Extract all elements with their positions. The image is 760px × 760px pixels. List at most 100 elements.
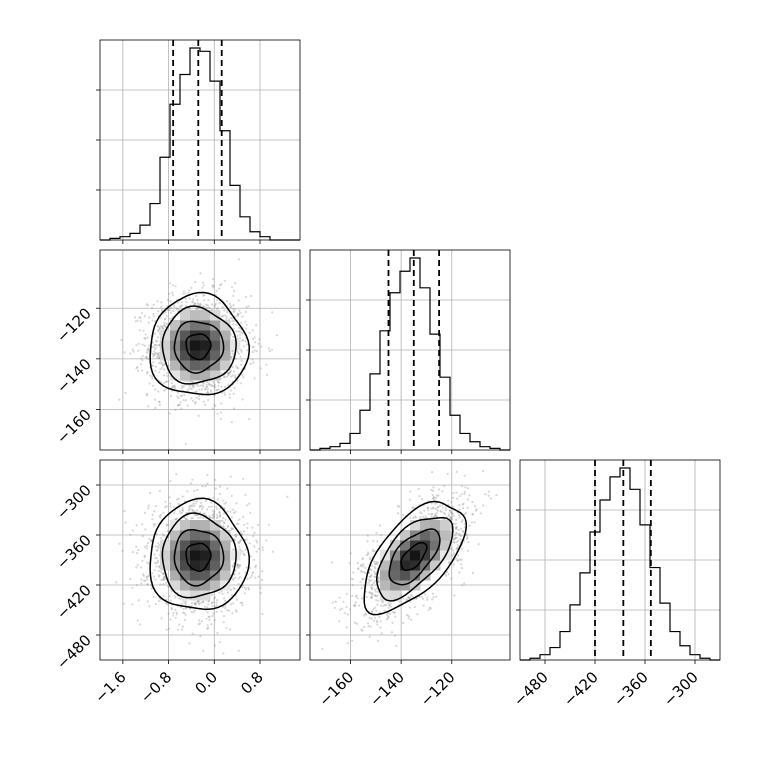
scatter-point xyxy=(174,616,177,619)
scatter-point xyxy=(463,512,466,516)
scatter-point xyxy=(376,561,379,564)
density-cell xyxy=(220,560,231,571)
scatter-point xyxy=(406,614,409,617)
scatter-point xyxy=(143,337,146,340)
scatter-point xyxy=(162,572,165,576)
scatter-point xyxy=(194,390,197,393)
scatter-point xyxy=(233,407,236,410)
scatter-point xyxy=(381,601,385,604)
scatter-point xyxy=(257,547,260,550)
scatter-point xyxy=(455,526,458,529)
scatter-point xyxy=(232,511,235,514)
scatter-point xyxy=(194,502,197,505)
scatter-point xyxy=(165,322,168,325)
scatter-point xyxy=(207,505,211,508)
scatter-point xyxy=(457,513,461,517)
scatter-point xyxy=(188,289,191,292)
density-cell xyxy=(170,370,181,381)
scatter-point xyxy=(372,548,375,551)
scatter-point xyxy=(203,605,206,608)
scatter-point xyxy=(135,344,138,347)
scatter-point xyxy=(409,490,412,493)
density-cell xyxy=(430,560,441,571)
scatter-point xyxy=(432,515,436,518)
scatter-point xyxy=(185,300,188,303)
scatter-point xyxy=(275,334,279,337)
scatter-point xyxy=(467,540,470,544)
scatter-point xyxy=(213,303,217,306)
scatter-point xyxy=(224,501,228,504)
scatter-point xyxy=(231,577,234,580)
scatter-point xyxy=(451,512,454,515)
scatter-point xyxy=(397,512,400,515)
scatter-point xyxy=(136,369,140,372)
scatter-point xyxy=(386,613,389,616)
scatter-point xyxy=(157,329,160,332)
scatter-point xyxy=(377,580,380,583)
scatter-point xyxy=(223,309,226,312)
density-cell xyxy=(180,590,191,601)
scatter-point xyxy=(167,585,170,589)
scatter-point xyxy=(239,321,242,324)
scatter-point xyxy=(199,303,202,306)
scatter-point xyxy=(184,619,187,622)
density-cell xyxy=(200,370,211,381)
density-cell xyxy=(160,540,171,551)
scatter-point xyxy=(434,502,437,506)
density-cell xyxy=(160,330,171,341)
scatter-point xyxy=(230,588,233,592)
scatter-point xyxy=(239,530,242,534)
scatter-point xyxy=(402,621,405,625)
scatter-point xyxy=(432,497,435,500)
scatter-point xyxy=(409,594,413,597)
scatter-point xyxy=(224,599,227,603)
scatter-point xyxy=(463,582,466,585)
scatter-point xyxy=(452,549,455,552)
scatter-point xyxy=(193,504,196,507)
scatter-point xyxy=(435,511,438,515)
scatter-point xyxy=(146,583,150,586)
scatter-point xyxy=(371,592,374,595)
y-tick-label: −300 xyxy=(53,481,95,523)
scatter-point xyxy=(432,489,435,492)
density-cell xyxy=(230,340,241,351)
scatter-point xyxy=(456,539,460,543)
scatter-point xyxy=(455,557,458,560)
scatter-point xyxy=(232,392,235,395)
scatter-point xyxy=(147,574,150,578)
scatter-point xyxy=(174,285,177,288)
scatter-point xyxy=(143,555,146,559)
scatter-point xyxy=(435,494,438,497)
density-cell xyxy=(440,530,451,541)
scatter-point xyxy=(215,505,218,508)
scatter-point xyxy=(376,594,379,597)
scatter-point xyxy=(473,521,476,524)
scatter-point xyxy=(417,487,420,490)
scatter-point xyxy=(208,515,211,518)
scatter-point xyxy=(207,398,210,402)
scatter-point xyxy=(183,611,186,615)
scatter-point xyxy=(355,594,358,597)
density-cell xyxy=(430,540,441,551)
scatter-point xyxy=(154,561,157,564)
scatter-point xyxy=(411,594,414,597)
scatter-point xyxy=(233,533,237,537)
scatter-point xyxy=(141,343,144,346)
scatter-point xyxy=(228,396,231,399)
density-cell xyxy=(220,320,231,331)
scatter-point xyxy=(219,513,222,516)
scatter-point xyxy=(159,536,162,540)
scatter-point xyxy=(217,381,220,384)
scatter-point xyxy=(435,515,439,518)
scatter-point xyxy=(423,593,427,596)
scatter-point xyxy=(159,380,162,383)
scatter-point xyxy=(175,307,179,310)
scatter-point xyxy=(143,344,146,347)
scatter-point xyxy=(208,383,211,386)
scatter-point xyxy=(452,538,455,541)
scatter-point xyxy=(207,627,210,630)
scatter-point xyxy=(261,546,264,549)
scatter-point xyxy=(216,380,219,383)
scatter-point xyxy=(151,513,154,517)
scatter-point xyxy=(152,361,155,364)
